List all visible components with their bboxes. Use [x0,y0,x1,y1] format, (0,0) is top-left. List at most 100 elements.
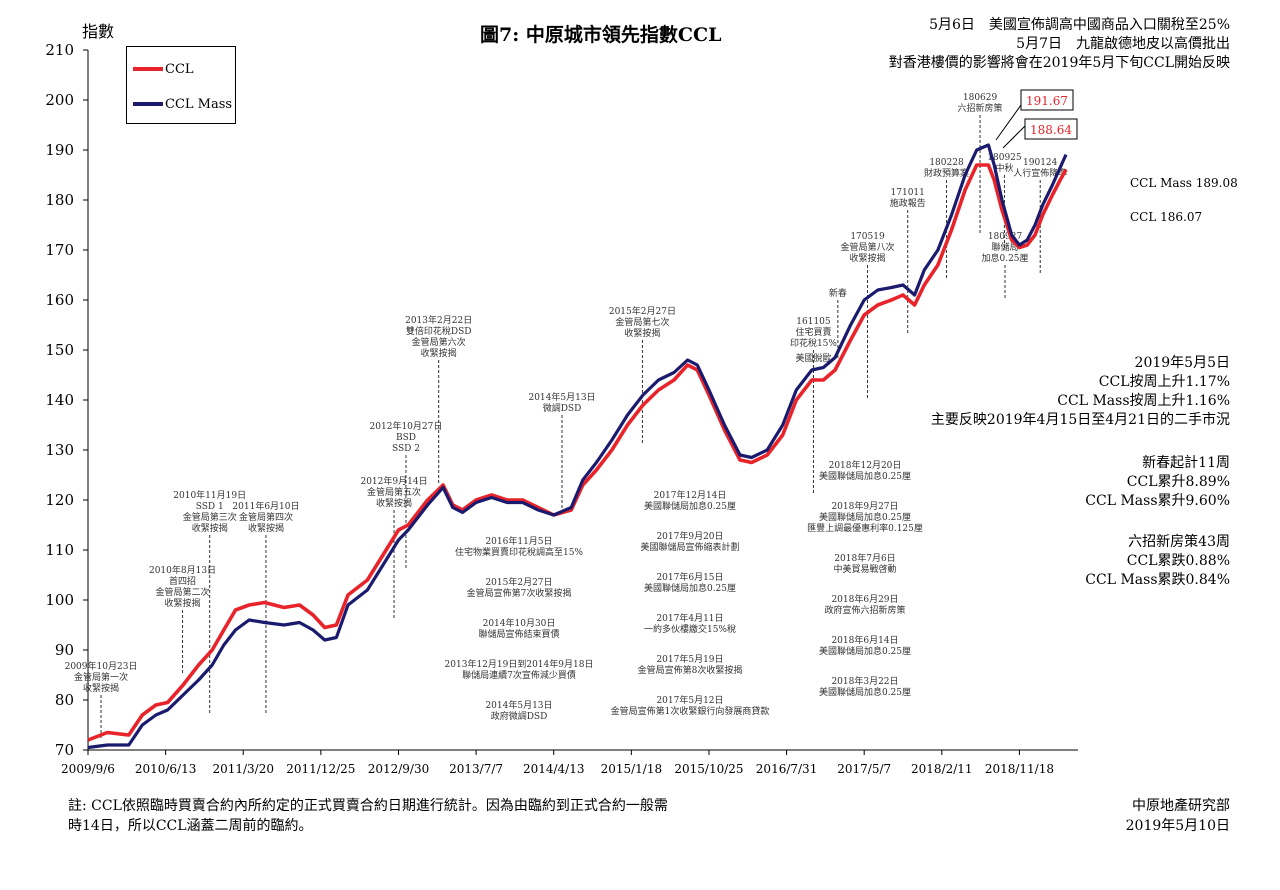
policy-note-line: 對香港樓價的影響將會在2019年5月下旬CCL開始反映 [888,55,1230,71]
peak-callouts: 191.67 188.64 [995,89,1078,149]
stat-line: CCL Mass累升9.60% [1085,493,1230,509]
stat-line: CCL按周上升1.17% [1098,374,1230,390]
annotation-text: 2010年8月13日 [149,564,216,576]
y-tick-label: 100 [45,591,74,609]
y-tick-label: 150 [45,341,74,359]
x-tick-label: 2016/7/31 [756,762,818,776]
stat-line: 2019年5月5日 [1134,355,1230,371]
y-tick-label: 170 [45,241,74,259]
event-note-text: 聯儲局宣佈結束買債 [478,628,559,640]
policy-note-line: 5月7日 九龍啟德地皮以高價批出 [1016,36,1230,52]
source-credit: 中原地產研究部 2019年5月10日 [1126,796,1230,836]
annotation-text: 雙倍印花稅DSD [406,325,472,337]
y-axis-unit-label: 指數 [82,22,115,41]
event-note-text: 一約多伙樓繳交15%稅 [644,623,736,635]
event-note-text: 2016年11月5日 [485,535,552,547]
event-note-text: 2017年5月19日 [656,653,723,665]
annotation-text: 新春 [829,287,847,299]
annotation-text: 收緊按揭 [192,522,228,534]
annotation-text: 2012年9月14日 [360,475,427,487]
event-note-text: 政府宣佈六招新房策 [824,604,905,616]
annotation-text: 收緊按揭 [376,497,412,509]
x-tick-label: 2015/1/18 [601,762,663,776]
callout-leader [1002,125,1026,149]
annotation-text: 收緊按揭 [165,597,201,609]
annotation-text: 190124 [1023,158,1058,168]
y-tick-label: 70 [55,741,74,759]
y-tick-label: 110 [45,541,74,559]
event-note-text: 聯儲局連續7次宣佈減少買債 [462,669,576,681]
event-note-text: 2017年12月14日 [654,489,727,501]
event-annotations: 2009年10月23日金管局第一次收緊按揭2010年8月13日首四招金管局第二次… [65,93,1067,740]
chart-series [87,143,1068,750]
event-note-text: 美國聯儲局加息0.25厘 [644,582,736,594]
event-note-text: 2018年3月22日 [831,675,898,687]
event-note-text: 2013年12月19日到2014年9月18日 [445,658,594,670]
annotation-text: 2009年10月23日 [65,660,138,672]
stat-line: CCL累升8.89% [1126,474,1230,490]
annotation-text: 加息0.25厘 [981,252,1028,264]
x-tick-label: 2012/9/30 [368,762,430,776]
annotation-text: 金管局第二次 [156,586,210,598]
y-tick-label: 120 [45,491,74,509]
policy-note-line: 5月6日 美國宣佈調高中國商品入口關稅至25% [929,17,1230,33]
annotation-text: 首四招 [169,575,196,587]
footnote: 註: CCL依照臨時買賣合約內所約定的正式買賣合約日期進行統計。因為由臨約到正式… [68,796,668,836]
event-note-text: 2017年5月12日 [656,694,723,706]
stat-line: CCL Mass按周上升1.16% [1057,393,1230,409]
series-line-ccl [87,163,1068,742]
event-note-text: 2018年12月20日 [829,459,902,471]
legend-label-ccl-mass: CCL Mass [165,96,233,112]
annotation-text: 金管局第六次 [412,336,466,348]
chart-axes: 70 80 90 100 110 120 130 140 150 160 170 180 190 200 2… [45,41,1078,776]
y-tick-label: 200 [45,91,74,109]
footnote-line: 註: CCL依照臨時買賣合約內所約定的正式買賣合約日期進行統計。因為由臨約到正式… [68,798,668,814]
annotation-text: 收緊按揭 [850,252,886,264]
event-note-text: 2017年9月20日 [656,530,723,542]
y-tick-label: 180 [45,191,74,209]
annotation-text: 收緊按揭 [83,682,119,694]
legend-item-ccl: CCL [133,59,194,79]
annotation-text: 人行宣佈降準 [1013,167,1067,179]
x-tick-label: 2010/6/13 [135,762,197,776]
annotation-text: 2014年5月13日 [528,391,595,403]
callout-value: 188.64 [1030,123,1072,137]
weekly-stats: 2019年5月5日 CCL按周上升1.17% CCL Mass按周上升1.16%… [931,354,1230,430]
stat-line: CCL Mass累跌0.84% [1085,572,1230,588]
annotation-text: 2011年6月10日 [232,500,299,512]
x-tick-label: 2017/5/7 [837,762,891,776]
annotation-text: 金管局第三次 [183,511,237,523]
event-note-text: 金管局宣佈第7次收緊按揭 [467,587,572,599]
event-note-text: 2014年5月13日 [485,699,552,711]
policy-note: 5月6日 美國宣佈調高中國商品入口關稅至25% 5月7日 九龍啟德地皮以高價批出… [889,16,1230,73]
annotation-text: 2013年2月22日 [405,314,472,326]
annotation-text: 2015年2月27日 [609,305,676,317]
source-date: 2019年5月10日 [1125,818,1230,834]
legend-item-ccl-mass: CCL Mass [133,94,232,114]
legend-swatch-ccl [133,67,163,71]
callout-box [1024,118,1078,140]
end-value-ccl: CCL 186.07 [1130,210,1203,224]
annotation-text: 金管局第一次 [74,671,128,683]
y-tick-label: 160 [45,291,74,309]
annotation-text: 180927 [988,232,1023,242]
annotation-text: 聯儲局 [992,241,1019,253]
annotation-text: 170519 [850,232,885,242]
event-note-text: 匯豐上調最優惠利率0.125厘 [807,522,923,534]
event-note-text: 2015年2月27日 [485,576,552,588]
annotation-text: 印花稅15% [790,337,837,349]
annotation-text: 住宅買賣 [795,326,831,338]
event-note-text: 美國聯儲局加息0.25厘 [819,645,911,657]
event-note-text: 2014年10月30日 [483,617,556,629]
callout-leader [995,104,1022,141]
y-tick-label: 210 [45,41,74,59]
annotation-text: SSD 2 [392,444,420,454]
annotation-text: SSD 1 [196,502,224,512]
legend-label-ccl: CCL [165,61,194,77]
annotation-text: 收緊按揭 [421,347,457,359]
source-name: 中原地產研究部 [1132,798,1230,814]
event-note-text: 2017年6月15日 [656,571,723,583]
event-note-text: 住宅物業買賣印花稅調高至15% [455,546,583,558]
y-tick-label: 140 [45,391,74,409]
event-note-text: 美國聯儲局宣佈縮表計劃 [640,541,739,553]
